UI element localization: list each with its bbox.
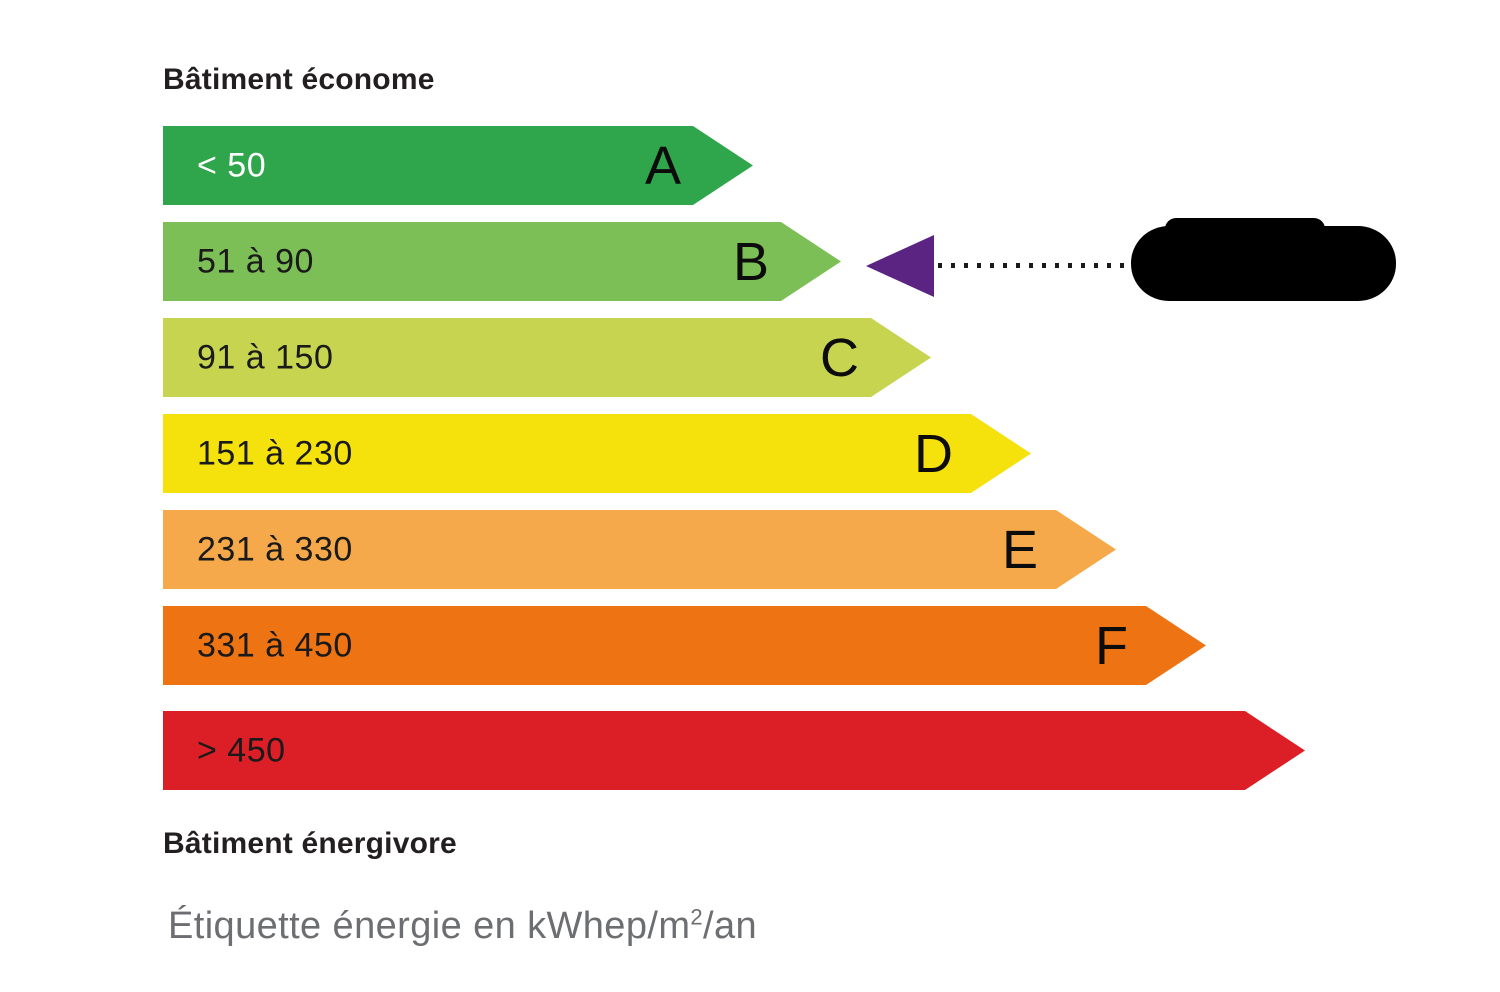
bottom-caption: Bâtiment énergivore bbox=[163, 827, 457, 860]
triangle-left-icon bbox=[866, 235, 934, 297]
energy-bar-a[interactable]: < 50 A bbox=[163, 126, 753, 205]
redaction-blob bbox=[1131, 218, 1396, 301]
selected-grade-pointer-icon bbox=[866, 235, 934, 297]
energy-bar-e[interactable]: 231 à 330 E bbox=[163, 510, 1116, 589]
bar-arrow-shape bbox=[163, 510, 1116, 589]
energy-bar-g[interactable]: > 450 bbox=[163, 711, 1305, 790]
unit-caption: Étiquette énergie en kWhep/m2/an bbox=[168, 905, 757, 948]
energy-bar-f[interactable]: 331 à 450 F bbox=[163, 606, 1206, 685]
energy-bar-c[interactable]: 91 à 150 C bbox=[163, 318, 931, 397]
bar-arrow-shape bbox=[163, 318, 931, 397]
leader-line bbox=[938, 263, 1134, 268]
top-caption: Bâtiment économe bbox=[163, 63, 435, 96]
bar-arrow-shape bbox=[163, 414, 1031, 493]
unit-caption-superscript: 2 bbox=[690, 904, 704, 930]
unit-caption-suffix: /an bbox=[703, 905, 758, 947]
bar-arrow-shape bbox=[163, 222, 841, 301]
bar-arrow-shape bbox=[163, 126, 753, 205]
energy-bar-d[interactable]: 151 à 230 D bbox=[163, 414, 1031, 493]
energy-bar-b[interactable]: 51 à 90 B bbox=[163, 222, 841, 301]
unit-caption-prefix: Étiquette énergie en kWhep/m bbox=[168, 905, 691, 947]
bar-arrow-shape bbox=[163, 711, 1305, 790]
bar-arrow-shape bbox=[163, 606, 1206, 685]
